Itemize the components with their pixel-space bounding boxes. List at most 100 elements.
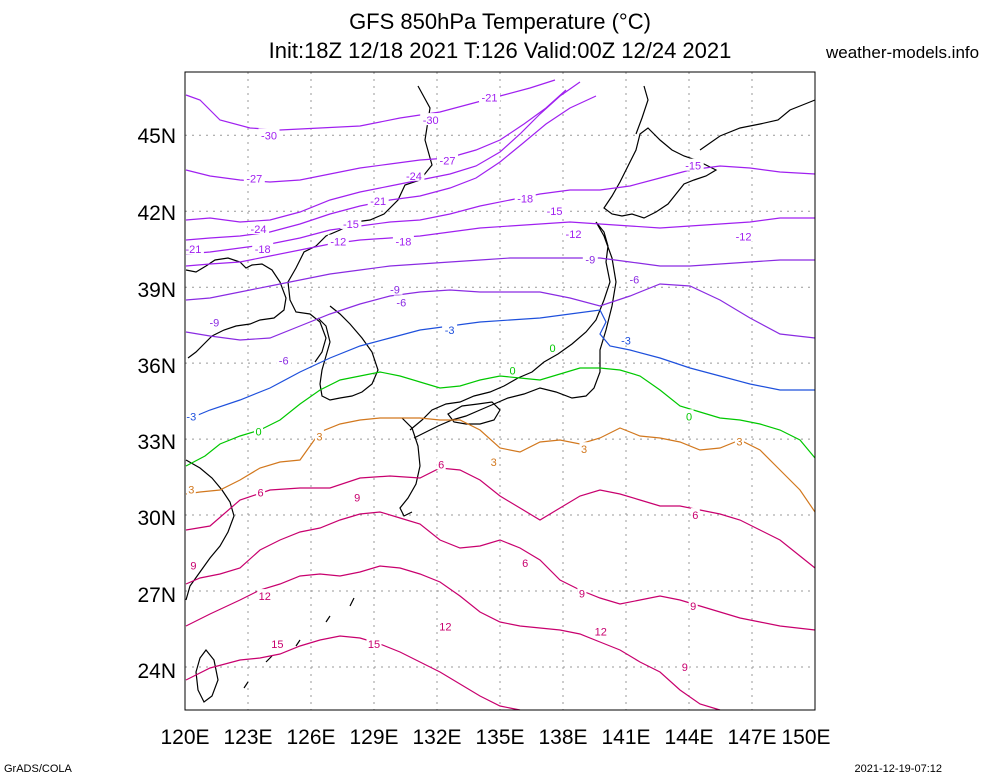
contour-label: -6	[279, 356, 289, 368]
contour-label: 0	[549, 343, 555, 355]
contour-line	[185, 467, 816, 569]
contour-label: -3	[445, 325, 455, 337]
contour-label: -30	[261, 130, 277, 142]
contour-label: 3	[188, 485, 194, 497]
contour-label: 9	[190, 561, 196, 573]
map-title: GFS 850hPa Temperature (°C)	[349, 9, 651, 34]
contour-label: 3	[581, 444, 587, 456]
contour-line	[185, 95, 597, 241]
map-subtitle: Init:18Z 12/18 2021 T:126 Valid:00Z 12/2…	[268, 38, 732, 63]
contour-label: 9	[690, 601, 696, 613]
contour-label-bg	[188, 558, 198, 571]
contour-label: 9	[354, 492, 360, 504]
lon-label: 141E	[601, 726, 650, 749]
contour-label-bg	[393, 295, 409, 308]
contour-label-bg	[276, 353, 292, 366]
contour-label-bg	[520, 556, 530, 569]
contour-label: 0	[255, 427, 261, 439]
lat-lon-grid	[185, 72, 815, 710]
contour-label-bg	[582, 252, 598, 265]
latitude-labels: 45N 42N 39N 36N 33N 30N 27N 24N	[137, 125, 176, 683]
contour-label: -24	[251, 224, 267, 236]
contour-label: 12	[595, 627, 607, 639]
contour-label: 15	[271, 639, 283, 651]
lat-label: 36N	[137, 355, 176, 378]
contour-label: -9	[585, 254, 595, 266]
contour-label-bg	[258, 128, 280, 141]
coastline-hokkaido	[603, 127, 718, 219]
contour-line	[185, 257, 815, 301]
lat-label: 30N	[137, 507, 176, 530]
contour-label-bg	[682, 158, 704, 171]
contour-label: -3	[621, 335, 631, 347]
contour-label-bg	[206, 315, 222, 328]
contour-label: 6	[258, 487, 264, 499]
contour-label: 6	[692, 510, 698, 522]
contour-label-bg	[367, 194, 389, 207]
contour-label-bg	[254, 424, 263, 437]
contour-line	[185, 367, 816, 467]
contour-label-bg	[442, 323, 458, 336]
contour-label: -6	[630, 275, 640, 287]
contour-label-bg	[680, 659, 690, 672]
contour-label: 9	[682, 662, 688, 674]
footer-credit: GrADS/COLA	[4, 763, 72, 775]
contour-label: -30	[423, 115, 439, 127]
contour-label-bg	[366, 637, 382, 650]
contour-label-bg	[489, 454, 499, 467]
lat-label: 45N	[137, 125, 176, 148]
contour-label-bg	[248, 221, 269, 234]
contour-label: -12	[330, 237, 346, 249]
contour-label: -24	[406, 171, 422, 183]
lat-label: 39N	[137, 279, 176, 302]
contour-label-bg	[479, 90, 500, 103]
contour-label: 12	[439, 621, 451, 633]
contour-label: -18	[395, 237, 411, 249]
contour-label: 9	[579, 589, 585, 601]
lon-label: 147E	[727, 726, 776, 749]
lon-label: 129E	[349, 726, 398, 749]
contour-label-bg	[420, 113, 442, 126]
contour-label-bg	[387, 282, 403, 295]
lat-label: 24N	[137, 660, 176, 683]
contour-label-bg	[579, 442, 589, 455]
contour-label: -6	[396, 297, 406, 309]
lon-label: 126E	[286, 726, 335, 749]
map-frame	[184, 71, 816, 711]
lon-label: 132E	[412, 726, 461, 749]
contour-label-bg	[690, 508, 700, 521]
contour-label-bg	[269, 637, 285, 650]
contour-label-bg	[626, 272, 642, 285]
coastline-japan-honshu	[409, 221, 617, 439]
contour-label-bg	[514, 191, 536, 204]
temperature-contours	[185, 79, 816, 711]
lon-label: 135E	[475, 726, 524, 749]
contour-label-bg	[252, 242, 274, 255]
contour-label: -21	[482, 92, 498, 104]
contour-label-bg	[577, 586, 587, 599]
contour-line	[185, 417, 816, 513]
contour-line	[185, 283, 816, 341]
contour-label-bg	[436, 457, 446, 470]
contour-label: -12	[566, 229, 582, 241]
lon-label: 123E	[223, 726, 272, 749]
contour-label-bg	[256, 485, 266, 498]
coastline-china-south	[185, 459, 235, 601]
contour-labels: -30-30-21-27-27-24-21 -18-15-24 -15-12 -18-…	[182, 90, 755, 674]
contour-label: -15	[547, 206, 563, 218]
lat-label: 27N	[137, 584, 176, 607]
contour-label: -27	[246, 173, 262, 185]
contour-label-bg	[688, 599, 698, 612]
contour-label: 0	[686, 411, 692, 423]
contour-line	[185, 81, 581, 223]
contour-line	[185, 565, 721, 711]
lat-label: 33N	[137, 431, 176, 454]
contour-label: 3	[736, 437, 742, 449]
contour-label-bg	[314, 429, 324, 442]
coastline-kyushu	[399, 417, 421, 517]
contour-label-bg	[508, 363, 518, 376]
contour-label-bg	[733, 229, 755, 242]
contour-label: -18	[517, 194, 533, 206]
contour-label-bg	[186, 482, 196, 495]
